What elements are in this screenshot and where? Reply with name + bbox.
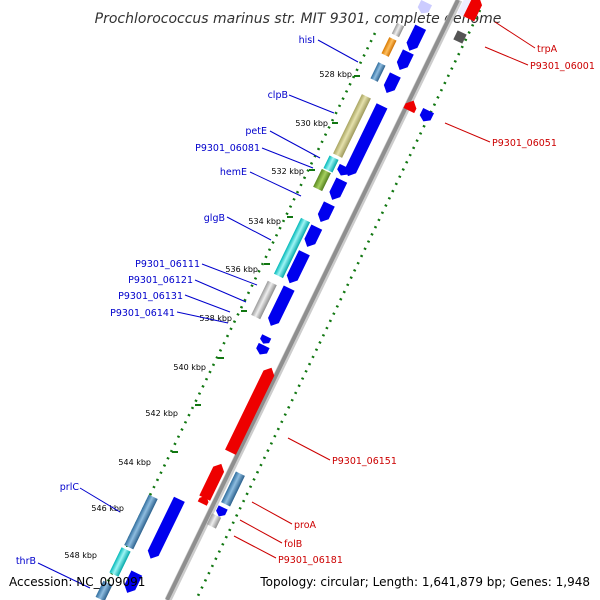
cds-forward-arrow [286,250,310,284]
tick-label: 538 kbp [199,314,232,323]
cds-forward-arrow [260,334,272,344]
gene-label-thrB: thrB [16,556,36,567]
feature-box [95,580,113,600]
feature-box [206,513,222,529]
feature-box [273,217,311,279]
gene-label-P9301_06141: P9301_06141 [110,308,175,319]
tick-label: 528 kbp [319,70,352,79]
cds-reverse-arrow [463,0,483,22]
leader-petE [269,130,321,159]
leader-trpA [494,21,536,49]
leader-proA [251,501,293,525]
feature-box [381,37,397,57]
leader-folB [239,519,283,544]
cds-reverse-arrow [403,100,417,114]
tick-label: 540 kbp [173,363,206,372]
cds-forward-arrow [396,49,414,70]
gene-label-P9301_06001: P9301_06001 [530,61,595,72]
cds-forward-arrow [216,505,228,517]
feature-box [251,280,277,320]
tick-label: 534 kbp [248,217,281,226]
feature-box [370,62,386,82]
feature-box [453,30,467,44]
cds-forward-arrow [419,107,435,122]
cds-forward-arrow [337,163,351,176]
cds-forward-arrow [147,496,185,559]
gene-label-trpA: trpA [537,44,558,55]
gene-label-clpB: clpB [268,90,288,101]
feature-box [124,494,158,550]
topology-label: Topology: circular; Length: 1,641,879 bp… [259,575,590,589]
cds-arrows [124,0,483,593]
cds-forward-arrow [256,342,270,355]
leader-thrB [37,562,91,589]
tick-label: 530 kbp [295,119,328,128]
gene-label-P9301_06081: P9301_06081 [195,143,260,154]
feature-box [391,22,405,38]
label-leader-lines [37,21,536,589]
cds-reverse-arrow [225,367,275,455]
tick-label: 546 kbp [91,504,124,513]
cds-reverse-arrow [197,495,209,506]
kbp-scale: 528 kbp 530 kbp 532 kbp 534 kbp 536 kbp … [64,70,360,560]
gene-label-proA: proA [294,520,317,531]
cds-reverse-arrow [199,463,225,501]
gene-label-hemE: hemE [220,167,247,178]
cds-forward-arrow [124,570,143,593]
cds-forward-arrow [329,177,348,200]
cds-forward-arrow [268,285,295,326]
tick-label: 548 kbp [64,551,97,560]
tick-label: 536 kbp [225,265,258,274]
gene-label-P9301_06121: P9301_06121 [128,275,193,286]
leader-P9301_06151 [287,437,331,461]
gene-label-P9301_06151: P9301_06151 [332,456,397,467]
feature-box [333,94,371,158]
gene-label-P9301_06131: P9301_06131 [118,291,183,302]
accession-label: Accession: NC_009091 [9,575,145,589]
right-dotted-ring [194,9,482,600]
cds-forward-arrow [417,0,433,14]
cds-forward-arrow [304,224,323,247]
feature-box [109,547,131,577]
tick-label: 532 kbp [271,167,304,176]
gene-label-P9301_06051: P9301_06051 [492,138,557,149]
gene-label-hisI: hisI [299,35,315,46]
gene-label-glgB: glgB [204,213,225,224]
cds-forward-arrow [345,103,388,177]
leader-P9301_06131 [184,294,231,313]
gene-label-folB: folB [284,539,302,550]
cds-forward-arrow [406,24,427,51]
leader-P9301_06141 [176,311,229,324]
leader-P9301_06081 [261,147,314,169]
leader-hemE [249,171,302,197]
leader-P9301_06111 [201,263,258,286]
leader-P9301_06181 [233,535,277,559]
leader-P9301_06051 [444,122,491,143]
cds-forward-arrow [383,72,401,93]
leader-P9301_06121 [194,279,247,303]
feature-blocks [95,0,477,600]
leader-clpB [288,94,335,114]
leader-P9301_06001 [484,46,529,66]
gene-label-P9301_06111: P9301_06111 [135,259,200,270]
map-title: Prochlorococcus marinus str. MIT 9301, c… [95,11,502,27]
genome-backbone [164,0,463,600]
backbone-line [165,0,460,600]
cds-forward-arrow [317,201,335,222]
gene-label-petE: petE [245,126,267,137]
feature-box [221,471,245,507]
gene-label-prlC: prlC [60,482,80,493]
tick-label: 544 kbp [118,458,151,467]
outer-dotted-ring [97,9,482,600]
leader-prlC [79,487,121,513]
tick-label: 542 kbp [145,409,178,418]
feature-box [323,155,339,173]
left-dotted-ring [97,32,377,600]
feature-box [313,168,331,192]
gene-label-P9301_06181: P9301_06181 [278,555,343,566]
leader-glgB [226,216,272,241]
gene-labels: hisI clpB petE P9301_06081 hemE glgB P93… [16,35,595,567]
leader-hisI [317,39,359,63]
